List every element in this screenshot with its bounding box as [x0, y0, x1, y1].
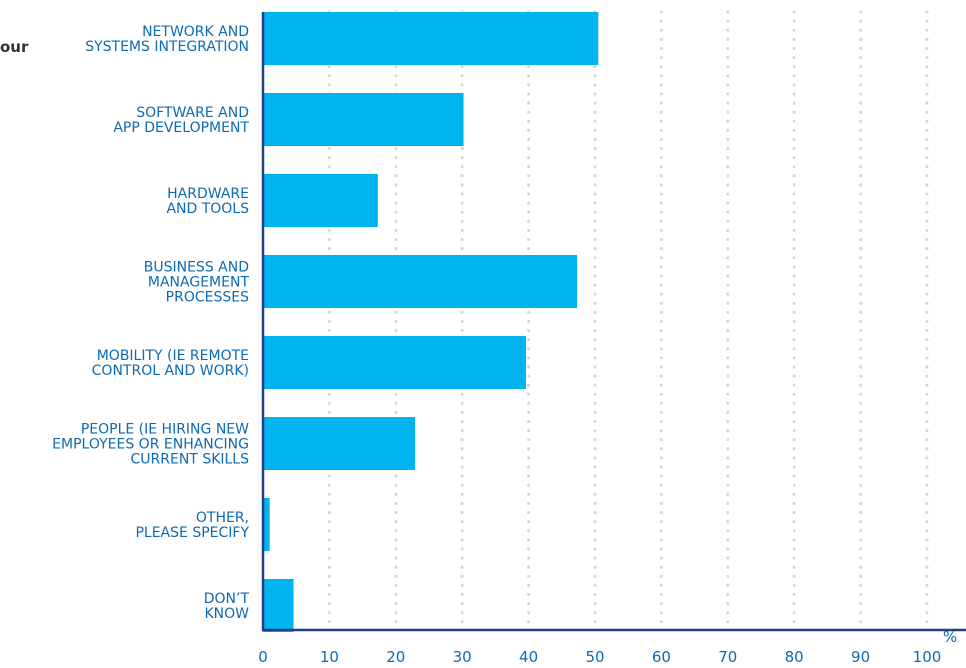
- x-tick-label: 100: [913, 648, 942, 666]
- bars: [263, 12, 599, 632]
- bar: [263, 417, 416, 470]
- category-label: DON’T KNOW: [204, 591, 250, 622]
- x-tick-label: 60: [652, 648, 671, 666]
- x-tick-label: 40: [519, 648, 538, 666]
- category-label: MOBILITY (IE REMOTE CONTROL AND WORK): [92, 348, 249, 379]
- category-labels: NETWORK AND SYSTEMS INTEGRATION SOFTWARE A…: [52, 24, 249, 622]
- category-label: PEOPLE (IE HIRING NEW EMPLOYEES OR ENHANC…: [52, 422, 249, 468]
- x-tick-label: 20: [386, 648, 405, 666]
- category-label: HARDWARE AND TOOLS: [166, 186, 249, 217]
- category-label: NETWORK AND SYSTEMS INTEGRATION: [85, 24, 249, 55]
- bar: [263, 579, 294, 632]
- x-tick-label: 30: [453, 648, 472, 666]
- bar: [263, 174, 378, 227]
- category-label: OTHER, PLEASE SPECIFY: [135, 510, 249, 541]
- axes: [261, 12, 966, 632]
- x-tick-label: 90: [851, 648, 870, 666]
- bar: [263, 12, 599, 65]
- clipped-header-text: our: [0, 38, 29, 56]
- x-tick-labels: 0 10 20 30 40 50 60 70 80 90 100: [258, 648, 941, 666]
- x-tick-label: 0: [258, 648, 268, 666]
- x-unit-label: %: [943, 628, 957, 646]
- bar: [263, 93, 464, 146]
- category-label: SOFTWARE AND APP DEVELOPMENT: [113, 105, 249, 136]
- x-tick-label: 70: [718, 648, 737, 666]
- category-label: BUSINESS AND MANAGEMENT PROCESSES: [144, 260, 250, 306]
- x-tick-label: 80: [785, 648, 804, 666]
- bar: [263, 255, 578, 308]
- gridlines: [327, 10, 929, 626]
- x-tick-label: 50: [585, 648, 604, 666]
- bar: [263, 336, 526, 389]
- x-tick-label: 10: [320, 648, 339, 666]
- bar: [263, 498, 270, 551]
